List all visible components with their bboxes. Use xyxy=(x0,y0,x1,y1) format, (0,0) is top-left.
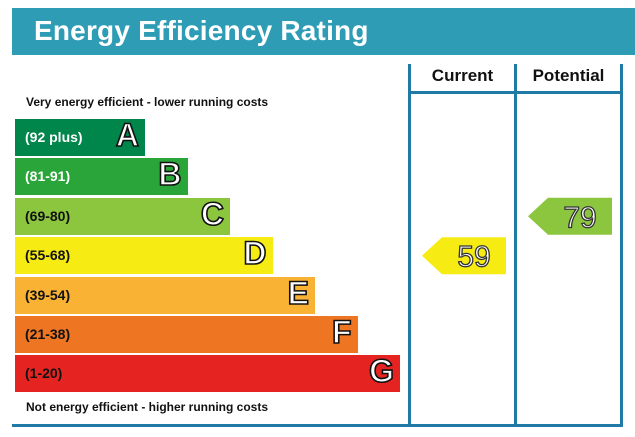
band-e: (39-54) E xyxy=(15,274,315,314)
potential-rating-arrow-shape xyxy=(528,197,612,235)
potential-rating-arrow: 79 xyxy=(528,197,612,235)
band-range-label: (69-80) xyxy=(25,207,71,224)
band-range-label: (55-68) xyxy=(25,247,71,264)
current-rating-arrow-shape xyxy=(422,237,506,275)
potential-column-right-border xyxy=(620,64,623,426)
chart-bottom-border xyxy=(12,424,623,427)
band-f: (21-38) F xyxy=(15,313,358,353)
band-letter: F xyxy=(331,313,352,351)
current-column-left-border xyxy=(408,64,411,426)
top-caption: Very energy efficient - lower running co… xyxy=(26,95,269,109)
band-letter: C xyxy=(200,195,225,233)
band-g: (1-20) G xyxy=(15,353,400,393)
band-a: (92 plus) A xyxy=(15,116,145,156)
band-letter: A xyxy=(115,116,140,154)
band-range-label: (81-91) xyxy=(25,168,71,185)
current-rating-arrow: 59 xyxy=(422,237,506,274)
column-header-divider xyxy=(408,91,623,94)
band-letter: B xyxy=(158,156,183,194)
band-b: (81-91) B xyxy=(15,156,188,196)
bottom-caption: Not energy efficient - higher running co… xyxy=(26,400,269,414)
band-letter: D xyxy=(243,234,268,272)
potential-rating-value: 79 xyxy=(563,201,596,234)
band-c: (69-80) C xyxy=(15,195,230,235)
band-range-label: (92 plus) xyxy=(25,129,83,145)
band-letter: G xyxy=(368,353,394,391)
current-column-header: Current xyxy=(431,66,494,85)
band-letter: E xyxy=(287,274,310,312)
band-d: (55-68) D xyxy=(15,234,273,275)
potential-column-header: Potential xyxy=(532,66,605,85)
band-range-label: (21-38) xyxy=(25,326,71,342)
current-rating-value: 59 xyxy=(457,241,490,274)
header-bar: Energy Efficiency Rating xyxy=(12,8,635,55)
band-range-label: (39-54) xyxy=(25,286,71,303)
page-title: Energy Efficiency Rating xyxy=(34,15,369,46)
current-column-right-border xyxy=(514,64,517,426)
band-range-label: (1-20) xyxy=(25,365,63,382)
